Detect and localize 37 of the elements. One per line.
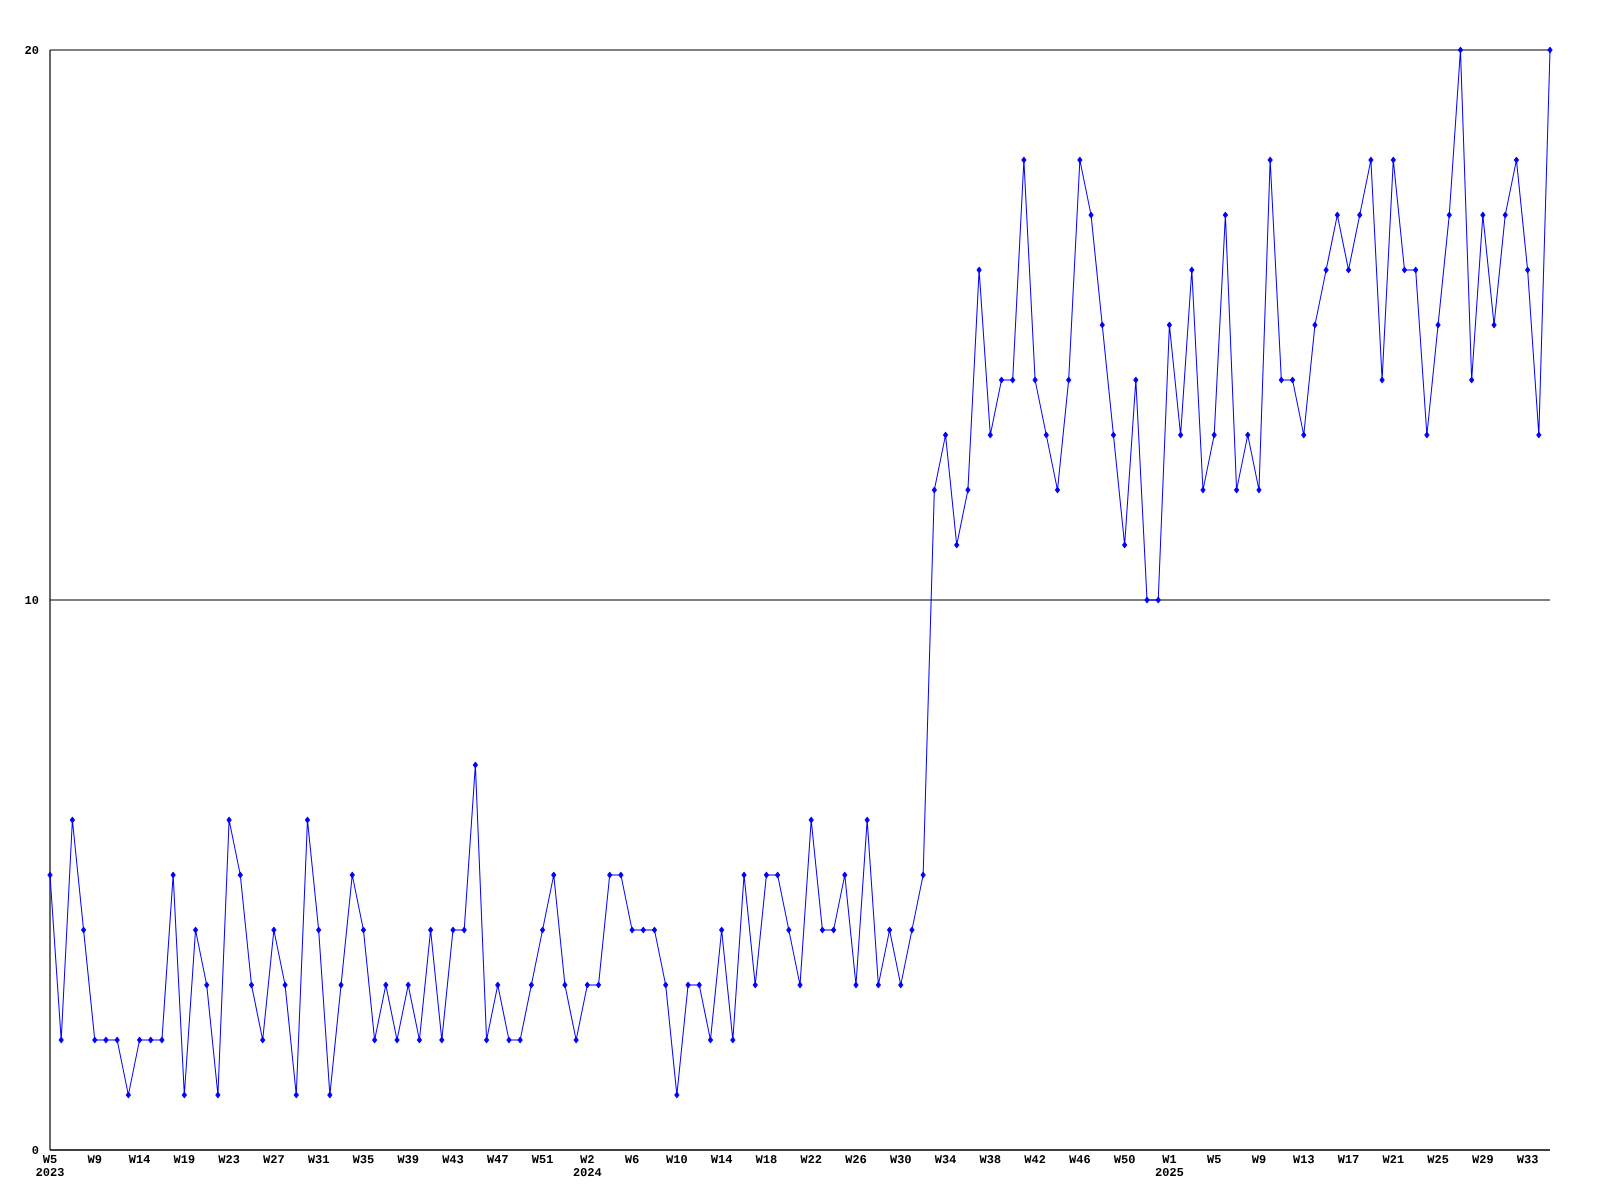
y-tick-label: 20 bbox=[25, 45, 39, 55]
x-tick-label: W30 bbox=[889, 1155, 911, 1164]
x-tick-label: W46 bbox=[1069, 1155, 1091, 1164]
x-tick-label: W5 2023 bbox=[36, 1155, 64, 1177]
x-tick-label: W9 bbox=[87, 1155, 102, 1164]
x-tick-label: W21 bbox=[1382, 1155, 1404, 1164]
x-tick-label: W1 2025 bbox=[1155, 1155, 1184, 1177]
x-tick-label: W5 bbox=[1206, 1155, 1221, 1164]
x-tick-label: W14 bbox=[710, 1155, 733, 1163]
x-tick-label: W22 bbox=[800, 1155, 822, 1164]
x-tick-label: W31 bbox=[307, 1155, 329, 1164]
x-tick-label: W9 bbox=[1251, 1155, 1266, 1164]
x-tick-label: W13 bbox=[1292, 1155, 1314, 1164]
x-tick-label: W10 bbox=[666, 1155, 687, 1164]
x-tick-label: W34 bbox=[934, 1155, 956, 1164]
x-tick-label: W17 bbox=[1337, 1155, 1359, 1163]
x-tick-label: W29 bbox=[1472, 1155, 1493, 1164]
x-tick-label: W6 bbox=[624, 1155, 639, 1164]
x-tick-label: W26 bbox=[845, 1155, 867, 1164]
x-tick-label: W47 bbox=[486, 1155, 508, 1163]
x-tick-label: W42 bbox=[1024, 1155, 1046, 1164]
x-tick-label: W33 bbox=[1516, 1155, 1538, 1164]
x-tick-label: W38 bbox=[979, 1155, 1001, 1164]
x-tick-label: W35 bbox=[352, 1155, 374, 1164]
x-tick-label: W18 bbox=[755, 1155, 777, 1164]
x-tick-label: W43 bbox=[442, 1155, 464, 1164]
x-tick-label: W2 2024 bbox=[573, 1155, 602, 1177]
x-tick-label: W25 bbox=[1427, 1155, 1449, 1164]
x-tick-label: W50 bbox=[1113, 1155, 1135, 1164]
x-tick-label: W19 bbox=[173, 1155, 195, 1164]
x-tick-label: W39 bbox=[397, 1155, 419, 1164]
x-tick-label: W23 bbox=[218, 1155, 240, 1164]
y-tick-label: 0 bbox=[32, 1145, 39, 1155]
x-tick-label: W27 bbox=[263, 1155, 284, 1164]
x-tick-label: W51 bbox=[531, 1155, 553, 1164]
y-tick-label: 10 bbox=[25, 595, 39, 605]
x-tick-label: W14 bbox=[128, 1155, 150, 1163]
